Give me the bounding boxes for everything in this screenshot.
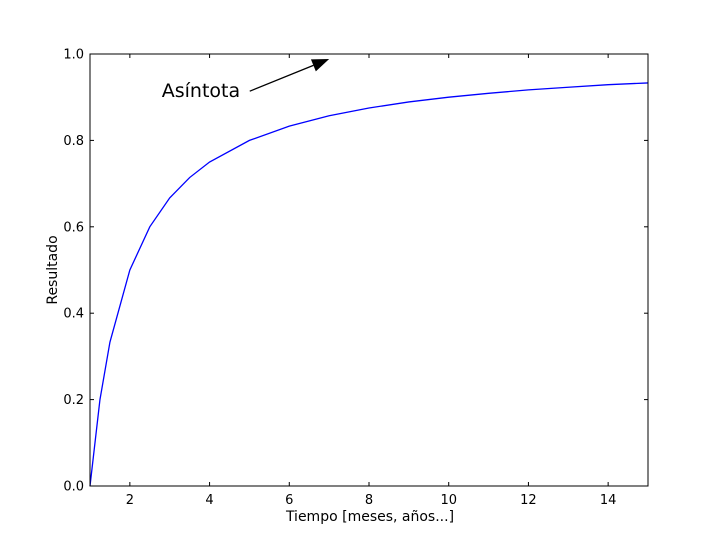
plot-area (89, 53, 649, 487)
y-tick-label: 1.0 (63, 48, 84, 63)
annotation-text: Asíntota (162, 80, 240, 102)
y-tick-label: 0.6 (63, 220, 84, 235)
axes-frame (89, 53, 649, 487)
x-tick-label: 12 (520, 493, 537, 508)
series-line-0 (89, 82, 649, 487)
annotation: Asíntota (162, 59, 330, 102)
x-tick-label: 14 (600, 493, 617, 508)
annotation-arrow-shaft (249, 64, 314, 92)
x-axis-label: Tiempo [meses, años...] (285, 509, 454, 525)
x-tick-label: 10 (440, 493, 457, 508)
y-tick-label: 0.4 (63, 307, 84, 322)
y-tick-label: 0.0 (63, 480, 84, 495)
x-tick-label: 6 (285, 493, 293, 508)
x-tick-label: 8 (365, 493, 373, 508)
annotation-arrow-head (310, 59, 330, 72)
y-tick-label: 0.2 (63, 393, 84, 408)
y-tick-label: 0.8 (63, 134, 84, 149)
x-tick-label: 2 (126, 493, 134, 508)
x-tick-label: 4 (205, 493, 213, 508)
y-axis-label: Resultado (45, 235, 61, 304)
y-axis-ticks: 0.0 0.2 0.4 0.6 0.8 1.0 (63, 48, 648, 495)
x-axis-ticks: 2 4 6 8 10 12 14 (126, 54, 617, 508)
